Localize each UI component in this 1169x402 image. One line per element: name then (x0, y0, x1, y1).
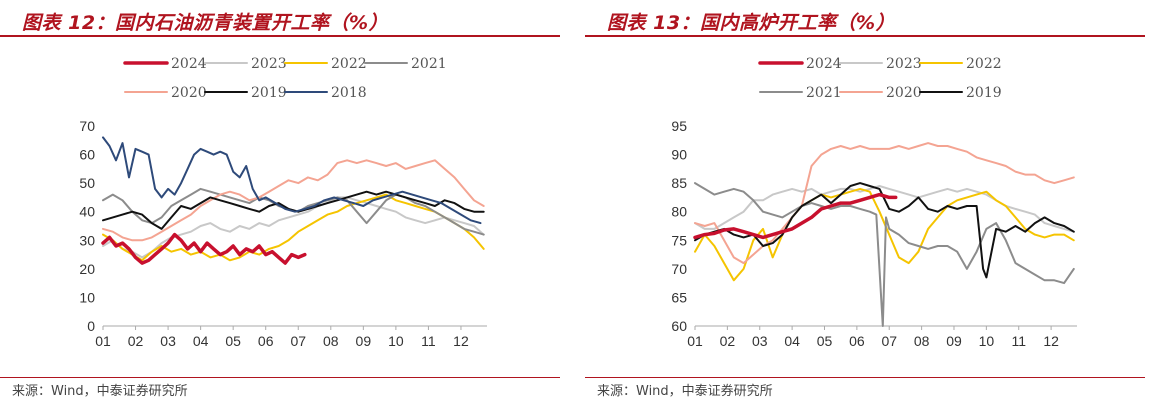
right-legend-2022: 2022 (919, 56, 1002, 72)
right-x-tick-04: 04 (784, 333, 800, 349)
left-y-tick-20: 20 (79, 261, 95, 277)
left-legend-2019: 2019 (204, 85, 287, 101)
right-x-tick-11: 11 (1011, 333, 1026, 349)
left-legend-2018: 2018 (284, 85, 367, 101)
right-y-tick-85: 85 (671, 175, 687, 191)
right-x-tick-10: 10 (979, 333, 995, 349)
left-series-2018 (102, 136, 482, 225)
right-legend-2019: 2019 (919, 85, 1002, 101)
left-x-tick-09: 09 (356, 333, 372, 349)
left-series-2023 (102, 196, 485, 259)
left-y-tick-60: 60 (79, 147, 95, 163)
right-x-tick-03: 03 (752, 333, 768, 349)
left-legend-label-2023: 2023 (251, 56, 287, 72)
right-legend-label-2023: 2023 (886, 56, 922, 72)
right-legend-2021: 2021 (759, 85, 842, 101)
right-y-tick-80: 80 (671, 204, 687, 220)
left-series-2020 (102, 159, 485, 242)
right-x-tick-02: 02 (720, 333, 736, 349)
right-legend-label-2020: 2020 (886, 85, 922, 101)
left-x-tick-06: 06 (258, 333, 274, 349)
right-title-rule (585, 35, 1145, 37)
left-y-tick-10: 10 (79, 289, 95, 305)
left-x-tick-02: 02 (128, 333, 144, 349)
right-x-tick-07: 07 (881, 333, 897, 349)
right-legend-label-2019: 2019 (966, 85, 1002, 101)
left-y-tick-0: 0 (87, 318, 95, 334)
left-y-tick-70: 70 (79, 118, 95, 134)
right-y-tick-90: 90 (671, 147, 687, 163)
right-chart: 2024 2023 2022 2021 2020 2019 60 65 70 75 80 85 90 95… (671, 56, 1077, 349)
left-panel: 图表 12：国内石油沥青装置开工率（%） 2024 2023 2022 2021 202… (0, 0, 584, 402)
left-legend-label-2018: 2018 (331, 85, 367, 101)
left-x-tick-04: 04 (193, 333, 209, 349)
right-x-tick-08: 08 (914, 333, 930, 349)
right-x-tick-01: 01 (687, 333, 703, 349)
left-x-tick-12: 12 (453, 333, 469, 349)
left-legend-label-2019: 2019 (251, 85, 287, 101)
left-chart-title: 图表 12：国内石油沥青装置开工率（%） (22, 12, 389, 34)
left-series-2024 (101, 232, 307, 265)
right-series-2024 (693, 192, 898, 240)
right-series-2021 (694, 182, 1075, 327)
left-legend-label-2022: 2022 (331, 56, 367, 72)
right-series-2020 (694, 142, 1075, 265)
right-series-2023 (694, 185, 1075, 233)
left-legend-2021: 2021 (364, 56, 447, 72)
right-legend-2023: 2023 (839, 56, 922, 72)
left-x-tick-05: 05 (225, 333, 241, 349)
right-y-tick-60: 60 (671, 318, 687, 334)
left-x-tick-01: 01 (95, 333, 111, 349)
left-legend-2022: 2022 (284, 56, 367, 72)
right-y-tick-95: 95 (671, 118, 687, 134)
left-legend-2024: 2024 (123, 56, 207, 72)
right-y-tick-65: 65 (671, 289, 687, 305)
right-x-tick-12: 12 (1043, 333, 1059, 349)
right-y-tick-70: 70 (671, 261, 687, 277)
right-x-tick-09: 09 (946, 333, 962, 349)
left-y-tick-30: 30 (79, 232, 95, 248)
left-legend-label-2024: 2024 (171, 56, 207, 72)
right-y-tick-75: 75 (671, 232, 687, 248)
right-x-tick-05: 05 (817, 333, 833, 349)
left-x-tick-11: 11 (421, 333, 436, 349)
right-series-2019 (694, 182, 1075, 279)
left-legend-2020: 2020 (124, 85, 207, 101)
left-legend-2023: 2023 (204, 56, 287, 72)
left-title-rule (0, 35, 560, 37)
right-legend-2020: 2020 (839, 85, 922, 101)
right-x-tick-06: 06 (849, 333, 865, 349)
left-x-tick-03: 03 (160, 333, 176, 349)
right-legend-label-2021: 2021 (806, 85, 842, 101)
right-chart-title: 图表 13：国内高炉开工率（%） (607, 12, 896, 34)
left-legend-label-2020: 2020 (171, 85, 207, 101)
right-legend-label-2024: 2024 (806, 56, 842, 72)
right-source-note: 来源：Wind，中泰证券研究所 (597, 384, 773, 399)
left-x-tick-10: 10 (388, 333, 404, 349)
left-source-rule (0, 377, 560, 378)
right-panel: 图表 13：国内高炉开工率（%） 2024 2023 2022 2021 2020 201… (585, 0, 1169, 402)
right-legend-2024: 2024 (758, 56, 842, 72)
left-y-tick-50: 50 (79, 175, 95, 191)
left-legend-label-2021: 2021 (411, 56, 447, 72)
left-x-tick-07: 07 (290, 333, 306, 349)
left-series-2022 (102, 193, 485, 262)
right-source-rule (585, 377, 1145, 378)
left-source-note: 来源：Wind，中泰证券研究所 (12, 384, 188, 399)
left-x-tick-08: 08 (323, 333, 339, 349)
right-legend-label-2022: 2022 (966, 56, 1002, 72)
left-y-tick-40: 40 (79, 204, 95, 220)
